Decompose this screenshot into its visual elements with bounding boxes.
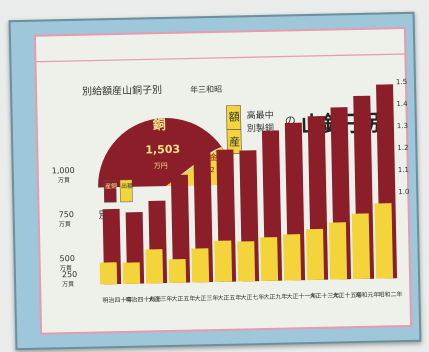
x-tick-label: 大正三年 xyxy=(194,294,218,303)
x-labels: 明治四十年明治四十四年大正三年大正五年大正三年大正五年大正七年大正九年大正十一年… xyxy=(102,290,402,304)
inset-title: 別給額産山銅子別 xyxy=(82,83,162,98)
right-tick-label: 1.5 xyxy=(396,78,407,86)
bar-output xyxy=(214,240,233,283)
y-tick-unit: 万貫 xyxy=(58,177,70,184)
bar-copper xyxy=(170,174,191,283)
title-prefix-box-2 xyxy=(226,129,242,155)
bar-output xyxy=(306,228,325,281)
title-prefix-char-2: 産 xyxy=(229,135,240,148)
x-tick-label: 昭和元年 xyxy=(355,291,379,300)
pie-main-unit: 万円 xyxy=(154,162,168,170)
legend-swatch-output xyxy=(119,179,133,203)
right-tick-label: 1.1 xyxy=(398,166,409,174)
right-tick-label: 1.4 xyxy=(396,100,408,108)
x-tick-label: 大正三年 xyxy=(148,295,172,304)
chart-svg: 別給額産山銅子別 年三和昭 銅 1,503 万円 金 12 額 産 高最中 別製… xyxy=(33,26,413,335)
chart-top-rule xyxy=(35,53,406,63)
pie-minor-label: 金 xyxy=(209,152,217,162)
x-tick-label: 大正五年 xyxy=(217,293,241,302)
x-tick-label: 大正十五年 xyxy=(332,291,362,300)
x-tick-label: 明治四十年 xyxy=(102,296,132,305)
y-tick-unit: 万貫 xyxy=(62,281,74,288)
pie-main-label: 銅 xyxy=(153,117,166,133)
pie-main-value: 1,503 xyxy=(145,143,180,157)
y-tick-unit: 万貫 xyxy=(60,265,72,272)
y-tick-label: 1,000 xyxy=(52,166,75,175)
x-tick-label: 大正十一年 xyxy=(286,292,316,301)
x-tick-label: 明治四十四年 xyxy=(125,295,161,304)
legend-label-copper: 産銅 xyxy=(105,182,117,190)
bar-output xyxy=(351,213,371,280)
right-ticks: 1.5 1.4 1.3 1.2 1.1 1.0 xyxy=(396,78,410,196)
title-sub-1: 高最中 xyxy=(247,109,274,122)
x-tick-label: 大正七年 xyxy=(240,293,264,302)
bar-output xyxy=(191,248,210,283)
right-tick-label: 1.2 xyxy=(397,144,408,152)
y-tick-unit: 万貫 xyxy=(59,221,71,228)
chart-board: 別給額産山銅子別 年三和昭 銅 1,503 万円 金 12 額 産 高最中 別製… xyxy=(8,11,422,351)
legend-label-output: 出額 xyxy=(121,182,133,190)
right-tick-label: 1.0 xyxy=(398,188,409,196)
bar-output xyxy=(122,262,141,284)
title-prefix-char: 額 xyxy=(229,110,240,123)
y-tick-label: 750 xyxy=(59,210,74,219)
bar-output xyxy=(145,249,164,284)
bar-output xyxy=(237,241,256,282)
x-tick-label: 大正九年 xyxy=(263,293,287,302)
right-tick-label: 1.3 xyxy=(397,122,408,130)
inset-period: 年三和昭 xyxy=(190,84,222,95)
bar-output xyxy=(283,234,302,281)
y-tick-label: 250 xyxy=(62,270,77,279)
x-tick-label: 昭和二年 xyxy=(378,290,402,299)
bar-output xyxy=(374,203,394,279)
x-tick-label: 大正十三年 xyxy=(309,291,339,300)
bar-output xyxy=(328,222,348,280)
bar-output xyxy=(260,237,279,282)
x-tick-label: 大正五年 xyxy=(171,294,195,303)
title-particle: の xyxy=(285,114,296,127)
legend-swatch-copper xyxy=(103,179,117,203)
bar-group xyxy=(99,84,398,285)
y-tick-label: 500 xyxy=(60,254,75,263)
bar-output xyxy=(99,262,118,285)
bar-output xyxy=(168,258,187,283)
